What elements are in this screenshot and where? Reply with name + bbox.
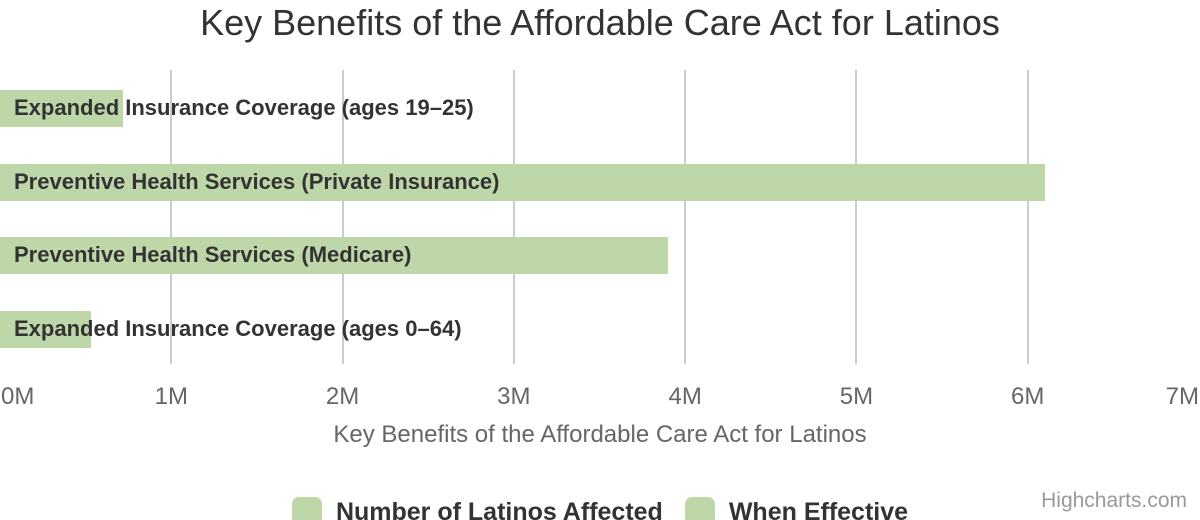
bar[interactable] bbox=[0, 90, 123, 127]
category-label: Preventive Health Services (Private Insu… bbox=[14, 168, 500, 194]
x-axis-tick-label: 3M bbox=[497, 383, 531, 410]
legend-label: Number of Latinos Affected bbox=[335, 498, 663, 520]
gridline bbox=[855, 70, 857, 364]
plot-area: Expanded Insurance Coverage (ages 19–25)… bbox=[0, 70, 1199, 364]
x-axis-tick-label: 1M bbox=[154, 383, 188, 410]
gridline bbox=[513, 70, 515, 364]
legend-swatch-icon bbox=[291, 497, 322, 520]
bar[interactable] bbox=[0, 237, 668, 274]
highcharts-credit-link[interactable]: Highcharts.com bbox=[1041, 489, 1187, 512]
bar[interactable] bbox=[0, 310, 91, 348]
legend-label: When Effective bbox=[728, 498, 909, 520]
legend-item-number-of-latinos-affected[interactable]: Number of Latinos Affected bbox=[291, 497, 663, 520]
gridline bbox=[1027, 70, 1029, 364]
x-axis-tick-label: 4M bbox=[668, 383, 702, 410]
bar[interactable] bbox=[0, 163, 1045, 201]
category-label: Expanded Insurance Coverage (ages 0–64) bbox=[14, 315, 462, 341]
gridline bbox=[342, 70, 344, 364]
legend: Number of Latinos Affected When Effectiv… bbox=[0, 497, 1200, 520]
x-axis-tick-label: 6M bbox=[1011, 383, 1045, 410]
legend-item-when-effective[interactable]: When Effective bbox=[684, 497, 909, 520]
category-label: Preventive Health Services (Medicare) bbox=[14, 242, 412, 267]
legend-swatch-icon bbox=[684, 497, 715, 520]
gridline bbox=[684, 70, 686, 364]
chart-title: Key Benefits of the Affordable Care Act … bbox=[200, 2, 1000, 43]
gridline bbox=[170, 70, 172, 364]
x-axis-tick-label: 7M bbox=[1165, 383, 1199, 410]
x-axis-tick-label: 2M bbox=[325, 383, 360, 410]
x-axis-tick-label: 5M bbox=[839, 383, 874, 410]
category-label: Expanded Insurance Coverage (ages 19–25) bbox=[14, 95, 474, 120]
x-axis-tick-label: 0M bbox=[1, 383, 35, 410]
x-axis-title: Key Benefits of the Affordable Care Act … bbox=[333, 421, 867, 448]
